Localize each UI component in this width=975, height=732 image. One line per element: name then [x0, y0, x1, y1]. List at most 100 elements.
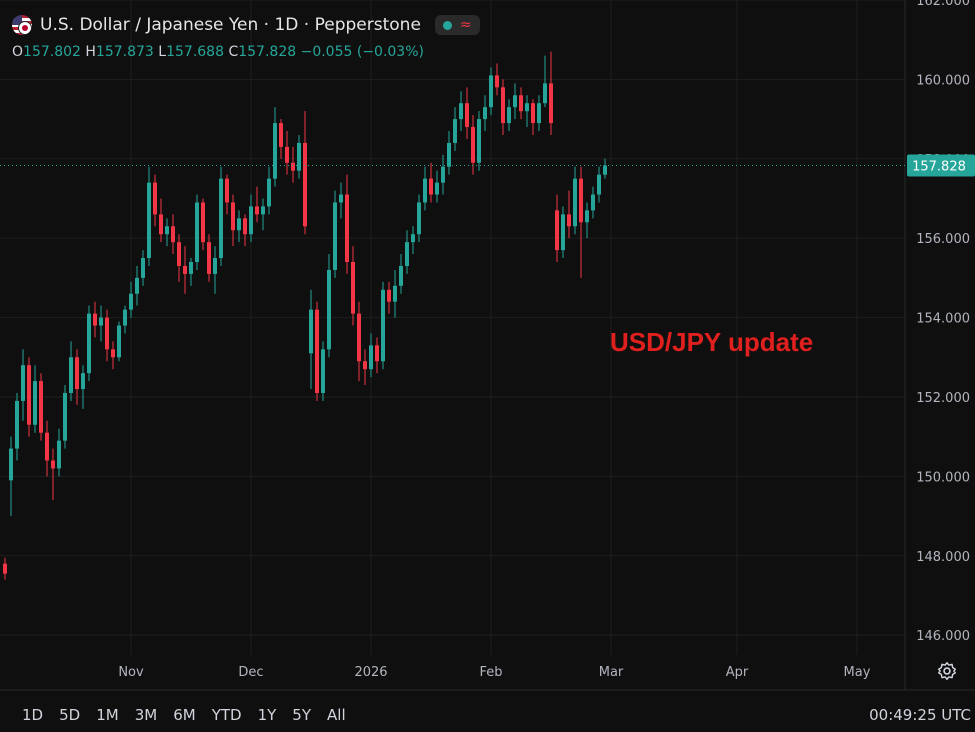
candle — [393, 269, 397, 318]
candle-body — [147, 182, 151, 259]
candle-body — [453, 119, 457, 143]
y-tick-label: 154.000 — [916, 312, 970, 327]
candle-body — [99, 317, 103, 326]
candle-body — [429, 178, 433, 195]
candle — [267, 166, 271, 215]
candle — [375, 337, 379, 374]
candle-body — [183, 265, 187, 274]
candle — [147, 166, 151, 266]
close-value: 157.828 — [238, 44, 297, 60]
candle-body — [489, 75, 493, 108]
timeframe-5y-button[interactable]: 5Y — [292, 706, 312, 724]
candle — [327, 254, 331, 358]
candle — [87, 305, 91, 382]
candle — [441, 154, 445, 195]
us-jp-flag-icon — [12, 15, 32, 35]
candle-body — [477, 119, 481, 163]
timeframe-all-button[interactable]: All — [327, 706, 346, 724]
candle-body — [285, 146, 289, 163]
x-tick-label: May — [844, 665, 871, 680]
utc-clock[interactable]: 00:49:25 UTC — [869, 706, 971, 724]
candle — [177, 234, 181, 282]
candle-body — [465, 103, 469, 128]
candle-body — [249, 206, 253, 235]
timeframe-5d-button[interactable]: 5D — [59, 706, 81, 724]
candle — [249, 194, 253, 243]
timeframe-1m-button[interactable]: 1M — [96, 706, 119, 724]
candle-body — [435, 182, 439, 195]
x-tick-label: Feb — [479, 665, 502, 680]
candle-body — [315, 309, 319, 393]
timeframe-ytd-button[interactable]: YTD — [211, 706, 242, 724]
candle-body — [45, 432, 49, 461]
timeframe-6m-button[interactable]: 6M — [173, 706, 196, 724]
candle — [255, 186, 259, 223]
candle-body — [297, 142, 301, 171]
candle-body — [159, 214, 163, 235]
symbol-header[interactable]: U.S. Dollar / Japanese Yen · 1D · Pepper… — [12, 10, 480, 40]
candle — [501, 79, 505, 135]
candle — [63, 385, 67, 449]
candle — [153, 174, 157, 227]
candle-body — [471, 127, 475, 163]
candle — [561, 206, 565, 259]
candle-body — [495, 75, 499, 88]
symbol-title[interactable]: U.S. Dollar / Japanese Yen · 1D · Pepper… — [40, 15, 421, 35]
timeframe-3m-button[interactable]: 3M — [134, 706, 158, 724]
candle-body — [591, 194, 595, 211]
candle — [555, 194, 559, 262]
candle-body — [189, 262, 193, 274]
candle — [21, 349, 25, 421]
candle — [477, 111, 481, 171]
candle-body — [93, 313, 97, 326]
candle — [219, 166, 223, 266]
candle — [159, 198, 163, 243]
candle-body — [399, 265, 403, 286]
candle-body — [237, 218, 241, 231]
candle-body — [525, 103, 529, 112]
candle — [435, 170, 439, 203]
candle — [111, 341, 115, 370]
candle-body — [69, 357, 73, 393]
last-price-tag — [907, 154, 975, 177]
candle — [225, 174, 229, 215]
candle-body — [339, 194, 343, 203]
candle — [195, 194, 199, 270]
candle — [363, 349, 367, 386]
last-price-marker: 157.828 — [0, 154, 975, 177]
market-status-badge[interactable]: ≈ — [434, 15, 480, 35]
y-tick-label: 150.000 — [916, 470, 970, 485]
candle-body — [213, 258, 217, 274]
candle — [279, 119, 283, 159]
candle — [309, 289, 313, 390]
candle-body — [135, 277, 139, 294]
candle-body — [309, 309, 313, 354]
candle — [273, 107, 277, 187]
price-axis[interactable]: 146.000 148.000 150.000 152.000 154.000 156.0… — [916, 0, 970, 644]
candle — [75, 349, 79, 405]
candle-body — [585, 210, 589, 223]
candle — [51, 448, 55, 501]
candle — [573, 166, 577, 235]
candle — [525, 95, 529, 128]
gear-icon[interactable] — [936, 660, 958, 682]
candle — [231, 194, 235, 247]
candle-body — [201, 202, 205, 243]
candle — [15, 393, 19, 461]
time-axis[interactable]: Nov Dec 2026 Feb Mar Apr May — [118, 665, 870, 680]
candle-body — [129, 293, 133, 310]
timeframe-1d-button[interactable]: 1D — [22, 706, 44, 724]
candle-body — [381, 289, 385, 362]
candle — [237, 210, 241, 243]
candle — [345, 174, 349, 274]
timeframe-bar: 1D 5D 1M 3M 6M YTD 1Y 5Y All — [22, 706, 346, 724]
candle-body — [141, 258, 145, 278]
candle-body — [351, 262, 355, 314]
candle-body — [57, 440, 61, 469]
candle-body — [555, 210, 559, 251]
chart-annotation: USD/JPY update — [610, 327, 813, 357]
candle-body — [447, 142, 451, 167]
candle — [339, 182, 343, 219]
timeframe-1y-button[interactable]: 1Y — [257, 706, 277, 724]
